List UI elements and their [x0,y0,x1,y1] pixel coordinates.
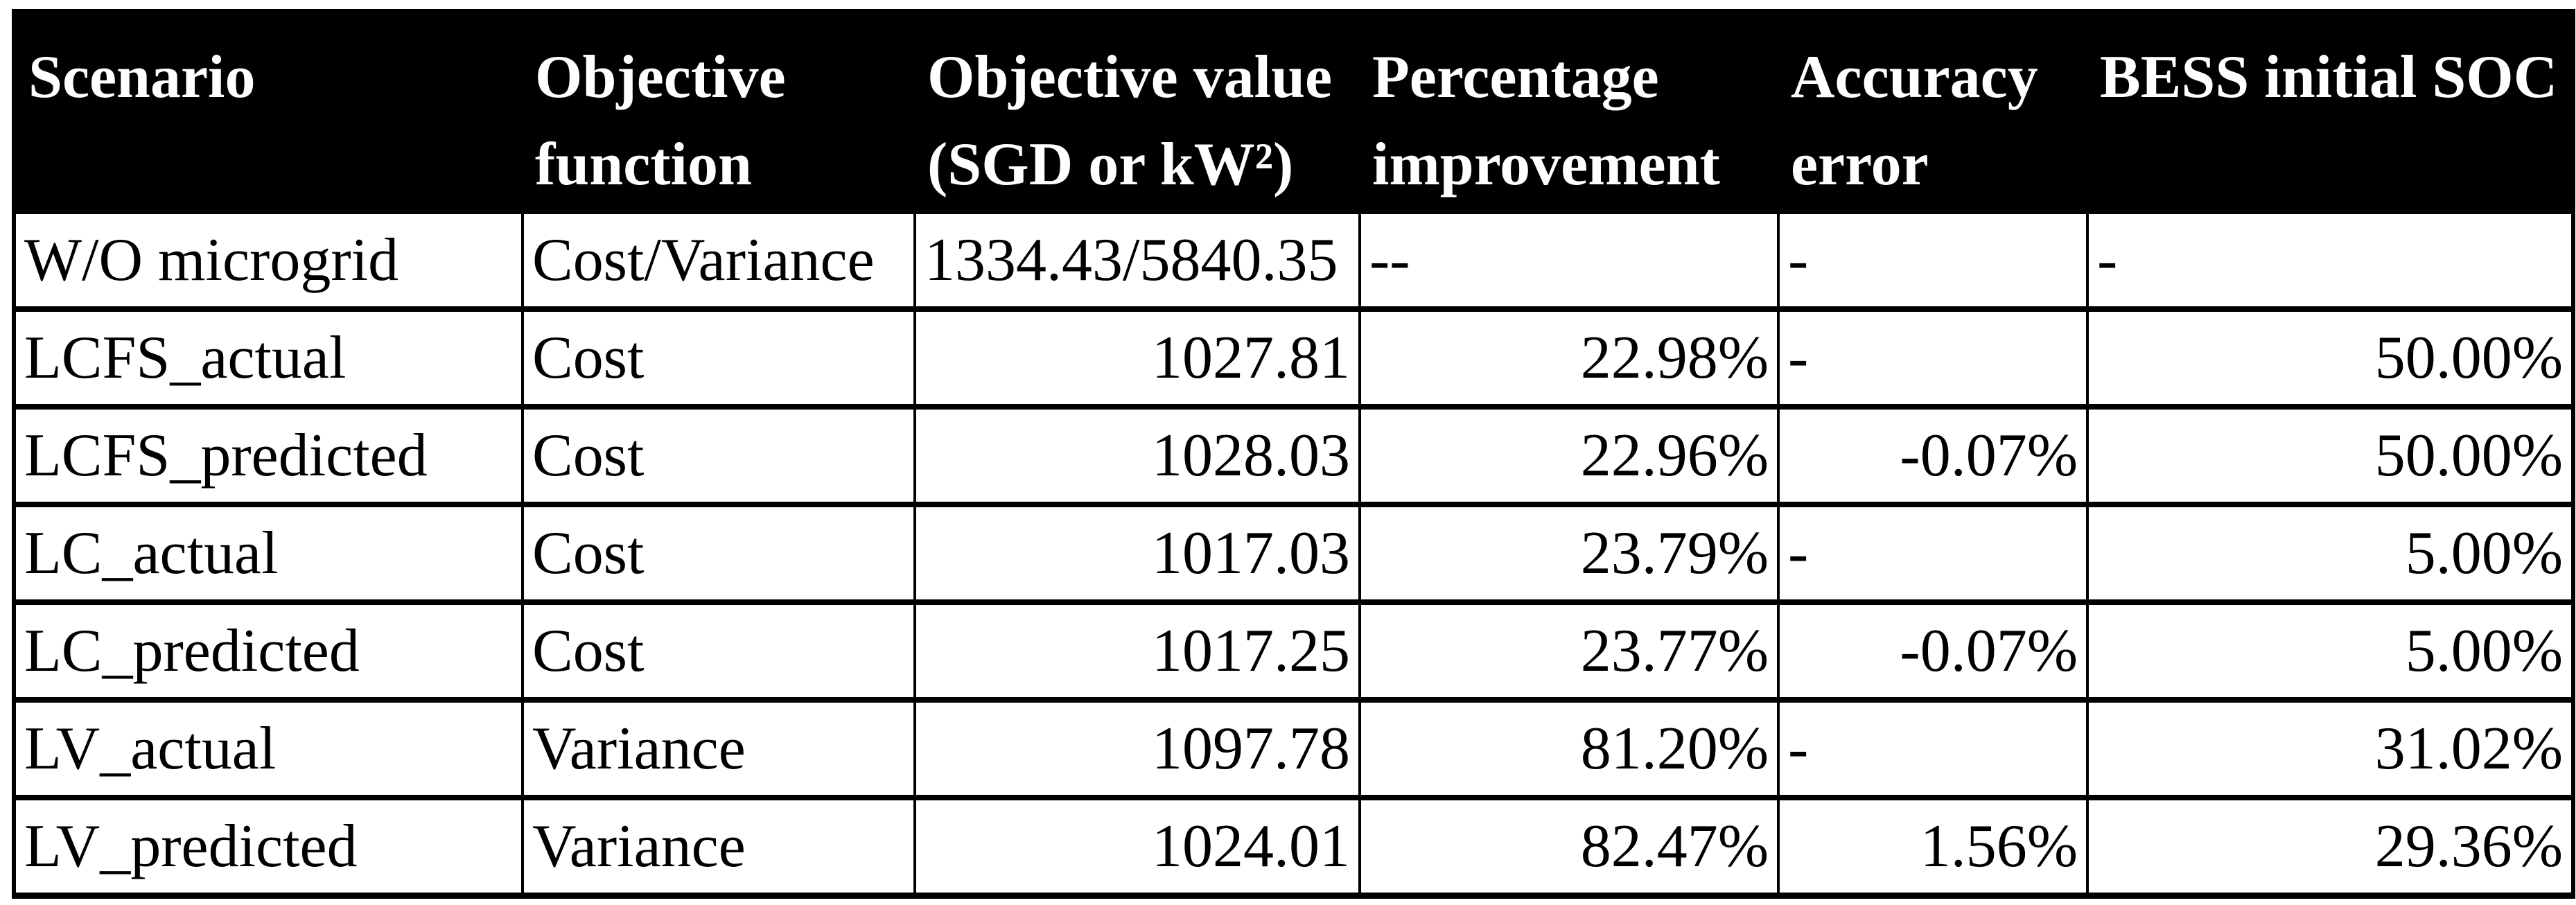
cell-bess-initial-soc: - [2086,209,2575,310]
header-line: (SGD or kW²) [927,131,1294,198]
header-line: Percentage [1372,44,1659,111]
cell-accuracy-error: - [1777,502,2089,604]
header-objective-function: Objective function [523,11,915,211]
cell-objective-value: 1027.81 [913,306,1361,408]
header-line: Scenario [28,44,256,111]
table-row: LV_predicted Variance 1024.01 82.47% 1.56% 29… [12,795,2575,897]
cell-scenario: LV_actual [12,697,524,799]
table-body: W/O microgrid Cost/Variance 1334.43/5840.3… [12,209,2575,897]
table-row: LC_predicted Cost 1017.25 23.77% -0.07% 5.00% [12,599,2575,701]
cell-objective-function: Variance [521,795,916,897]
cell-objective-function: Cost/Variance [521,209,916,310]
header-line: error [1791,131,1929,198]
table-row: W/O microgrid Cost/Variance 1334.43/5840.3… [12,209,2575,310]
cell-objective-function: Cost [521,404,916,506]
cell-percentage-improvement: 23.79% [1358,502,1780,604]
header-line: Objective [535,44,786,111]
cell-accuracy-error: -0.07% [1777,404,2089,506]
header-objective-value: Objective value (SGD or kW²) [915,11,1360,211]
cell-scenario: LC_predicted [12,599,524,701]
cell-percentage-improvement: 82.47% [1358,795,1780,897]
cell-percentage-improvement: 22.98% [1358,306,1780,408]
cell-bess-initial-soc: 29.36% [2086,795,2575,897]
cell-objective-function: Variance [521,697,916,799]
cell-scenario: LCFS_actual [12,306,524,408]
header-line: function [535,131,752,198]
cell-percentage-improvement: 22.96% [1358,404,1780,506]
cell-objective-value: 1334.43/5840.35 [913,209,1361,310]
cell-percentage-improvement: 81.20% [1358,697,1780,799]
cell-objective-value: 1017.03 [913,502,1361,604]
cell-percentage-improvement: -- [1358,209,1780,310]
cell-scenario: W/O microgrid [12,209,524,310]
cell-objective-value: 1028.03 [913,404,1361,506]
cell-objective-value: 1097.78 [913,697,1361,799]
table-row: LC_actual Cost 1017.03 23.79% -5.00% [12,502,2575,604]
header-line: Accuracy [1791,44,2038,111]
cell-percentage-improvement: 23.77% [1358,599,1780,701]
cell-objective-function: Cost [521,599,916,701]
cell-bess-initial-soc: 31.02% [2086,697,2575,799]
header-accuracy-error: Accuracy error [1778,11,2087,211]
header-scenario: Scenario [14,11,523,211]
cell-objective-function: Cost [521,502,916,604]
table-row: LV_actual Variance 1097.78 81.20% -31.02% [12,697,2575,799]
table-row: LCFS_predicted Cost 1028.03 22.96% -0.07% 50.… [12,404,2575,506]
cell-scenario: LC_actual [12,502,524,604]
cell-bess-initial-soc: 50.00% [2086,306,2575,408]
cell-bess-initial-soc: 5.00% [2086,502,2575,604]
cell-accuracy-error: - [1777,209,2089,310]
cell-objective-function: Cost [521,306,916,408]
header-line: improvement [1372,131,1720,198]
cell-scenario: LCFS_predicted [12,404,524,506]
table-row: LCFS_actual Cost 1027.81 22.98% -50.00% [12,306,2575,408]
cell-objective-value: 1017.25 [913,599,1361,701]
table-header: Scenario Objective function Objective va… [14,11,2573,211]
cell-bess-initial-soc: 5.00% [2086,599,2575,701]
header-percentage-improvement: Percentage improvement [1360,11,1778,211]
header-bess-initial-soc: BESS initial SOC [2087,11,2573,211]
cell-accuracy-error: 1.56% [1777,795,2089,897]
header-row: Scenario Objective function Objective va… [14,11,2573,211]
cell-accuracy-error: - [1777,306,2089,408]
results-table: Scenario Objective function Objective va… [12,9,2575,899]
cell-accuracy-error: - [1777,697,2089,799]
header-line: Objective value [927,44,1333,111]
cell-scenario: LV_predicted [12,795,524,897]
cell-bess-initial-soc: 50.00% [2086,404,2575,506]
header-line: BESS initial SOC [2100,44,2558,111]
cell-objective-value: 1024.01 [913,795,1361,897]
cell-accuracy-error: -0.07% [1777,599,2089,701]
